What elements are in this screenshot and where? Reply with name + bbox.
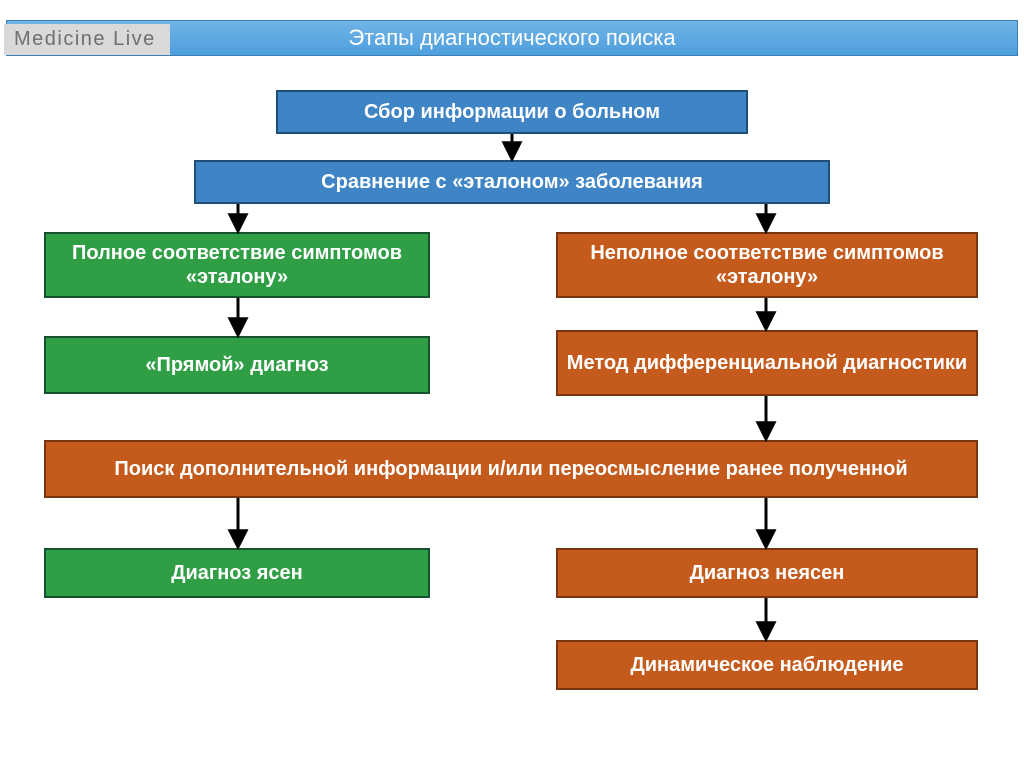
flow-node-n6: Метод дифференциальной диагностики xyxy=(556,330,978,396)
flow-node-n4: Неполное соответствие симптомов «эталону… xyxy=(556,232,978,298)
flow-node-n1: Сбор информации о больном xyxy=(276,90,748,134)
flow-node-n2: Сравнение с «эталоном» заболевания xyxy=(194,160,830,204)
flow-node-n3: Полное соответствие симптомов «эталону» xyxy=(44,232,430,298)
flow-node-n9: Диагноз неясен xyxy=(556,548,978,598)
flow-node-n7: Поиск дополнительной информации и/или пе… xyxy=(44,440,978,498)
flow-node-n5: «Прямой» диагноз xyxy=(44,336,430,394)
watermark-badge: Medicine Live xyxy=(4,24,170,55)
flow-node-n8: Диагноз ясен xyxy=(44,548,430,598)
flow-node-n10: Динамическое наблюдение xyxy=(556,640,978,690)
